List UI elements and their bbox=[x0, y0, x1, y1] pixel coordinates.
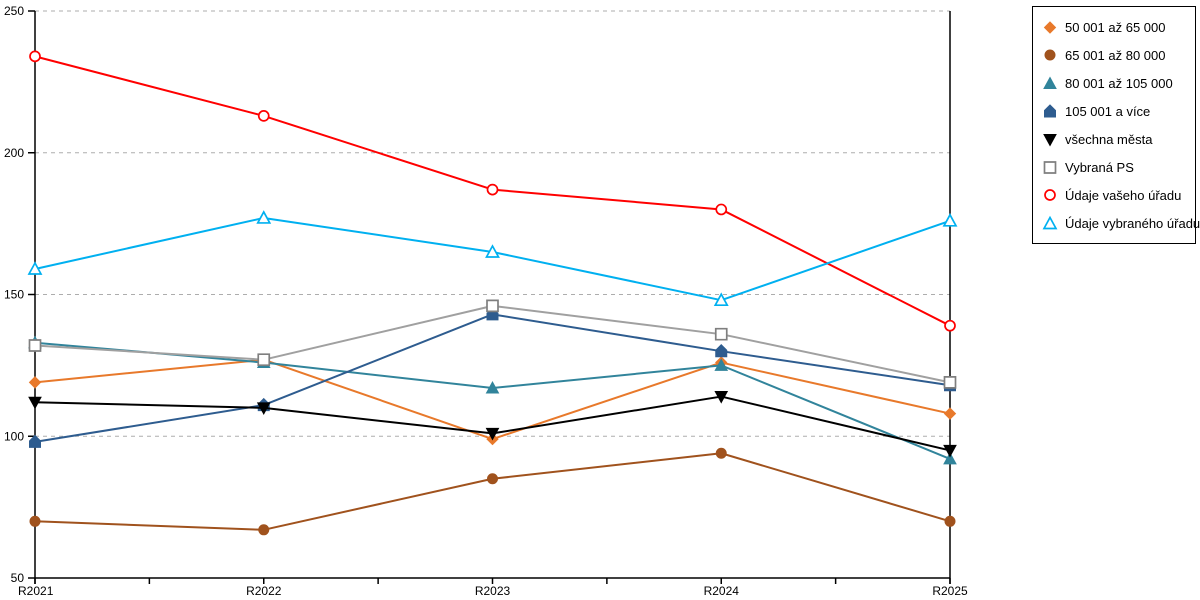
series-line-7 bbox=[34, 216, 951, 302]
series-marker-1 bbox=[29, 515, 41, 527]
legend-item-2[interactable]: 80 001 až 105 000 bbox=[1042, 75, 1195, 91]
series-marker-3 bbox=[715, 343, 728, 358]
series-marker-1 bbox=[487, 473, 498, 485]
series-line-1 bbox=[34, 452, 951, 531]
series-marker-5 bbox=[28, 339, 42, 352]
series-marker-4 bbox=[714, 391, 729, 404]
series-line-0 bbox=[34, 358, 951, 441]
series-marker-3 bbox=[29, 434, 41, 448]
series-marker-2 bbox=[943, 451, 957, 465]
legend-label: 80 001 až 105 000 bbox=[1065, 75, 1173, 91]
pentagon-icon bbox=[1044, 104, 1056, 118]
legend-label: Údaje vybraného úřadu bbox=[1065, 215, 1200, 231]
series-marker-4 bbox=[256, 402, 271, 415]
series-marker-7 bbox=[942, 213, 958, 227]
legend-label: všechna města bbox=[1065, 131, 1153, 147]
series-marker-6 bbox=[944, 319, 956, 332]
legend-label: 50 001 až 65 000 bbox=[1065, 19, 1166, 35]
series-marker-6 bbox=[715, 203, 728, 216]
legend-label: Údaje vašeho úřadu bbox=[1065, 187, 1182, 203]
legend-item-4[interactable]: všechna města bbox=[1042, 131, 1195, 147]
legend-label: 65 001 až 80 000 bbox=[1065, 47, 1166, 63]
legend-item-5[interactable]: Vybraná PS bbox=[1042, 159, 1195, 175]
series-marker-5 bbox=[257, 353, 271, 367]
diamond-icon bbox=[1043, 21, 1057, 34]
series-marker-2 bbox=[714, 358, 729, 371]
series-marker-6 bbox=[29, 50, 41, 63]
series-marker-7 bbox=[27, 261, 43, 275]
series-marker-4 bbox=[28, 396, 42, 410]
series-marker-0 bbox=[28, 376, 42, 389]
triangle-up-icon bbox=[1042, 215, 1058, 230]
series-marker-5 bbox=[486, 299, 499, 313]
circle-icon bbox=[1044, 189, 1056, 201]
series-line-3 bbox=[34, 313, 951, 443]
series-marker-5 bbox=[714, 327, 728, 341]
series-marker-4 bbox=[485, 427, 500, 441]
legend-label: Vybraná PS bbox=[1065, 159, 1134, 175]
legend-item-0[interactable]: 50 001 až 65 000 bbox=[1042, 19, 1195, 35]
legend-item-6[interactable]: Údaje vašeho úřadu bbox=[1042, 187, 1195, 203]
series-marker-4 bbox=[943, 444, 957, 458]
chart-legend: 50 001 až 65 000 65 001 až 80 000 80 001 a… bbox=[1032, 6, 1200, 244]
legend-item-1[interactable]: 65 001 až 80 000 bbox=[1042, 47, 1195, 63]
series-marker-7 bbox=[485, 244, 500, 258]
y-tick-label: 100 bbox=[4, 429, 24, 443]
legend-item-7[interactable]: Údaje vybraného úřadu bbox=[1042, 215, 1200, 231]
series-marker-2 bbox=[485, 381, 500, 394]
x-tick-label: R2024 bbox=[704, 584, 740, 598]
x-tick-label: R2025 bbox=[932, 584, 968, 598]
legend-item-3[interactable]: 105 001 a více bbox=[1042, 103, 1195, 119]
series-marker-6 bbox=[486, 183, 499, 196]
triangle-down-icon bbox=[1043, 134, 1057, 147]
series-marker-1 bbox=[258, 524, 270, 536]
triangle-up-icon bbox=[1043, 76, 1057, 89]
series-marker-5 bbox=[943, 376, 957, 389]
series-marker-7 bbox=[713, 292, 729, 307]
y-tick-label: 50 bbox=[11, 571, 25, 585]
circle-icon bbox=[1044, 49, 1056, 61]
x-tick-label: R2021 bbox=[18, 584, 54, 598]
y-tick-label: 250 bbox=[4, 4, 24, 18]
x-tick-label: R2023 bbox=[475, 584, 511, 598]
series-marker-0 bbox=[943, 407, 957, 420]
series-marker-7 bbox=[256, 210, 272, 224]
square-icon bbox=[1043, 161, 1057, 174]
y-tick-label: 150 bbox=[4, 288, 24, 302]
x-tick-label: R2022 bbox=[246, 584, 282, 598]
series-marker-1 bbox=[944, 515, 956, 527]
legend-label: 105 001 a více bbox=[1065, 103, 1151, 119]
y-tick-label: 200 bbox=[4, 146, 24, 160]
series-marker-6 bbox=[257, 110, 270, 122]
series-marker-1 bbox=[715, 447, 727, 459]
